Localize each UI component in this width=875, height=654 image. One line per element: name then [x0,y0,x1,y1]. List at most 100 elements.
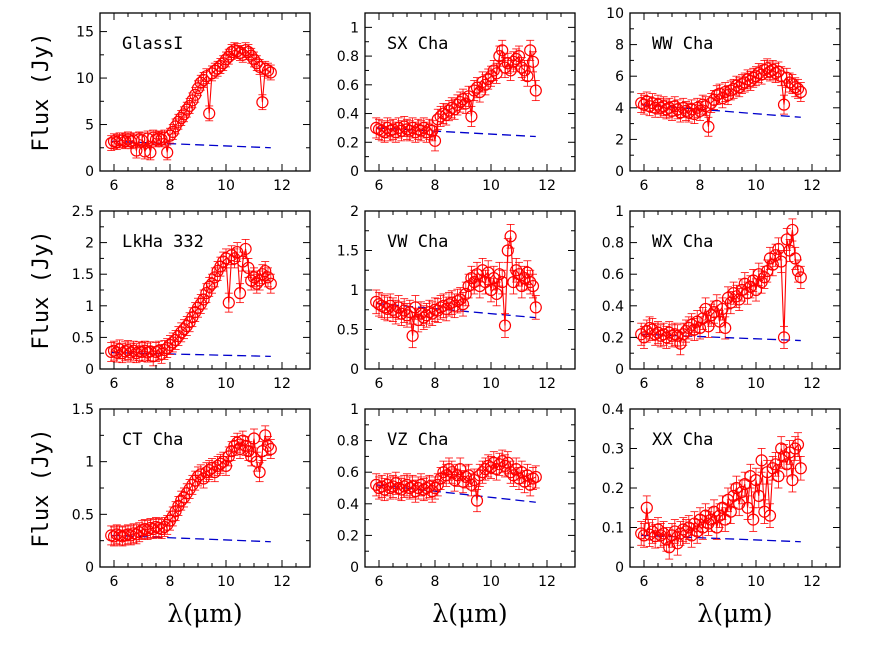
x-tick-label: 12 [803,178,821,194]
y-tick-label: 0.4 [602,402,624,418]
x-tick-label: 8 [166,178,175,194]
y-tick-label: 0.6 [337,465,359,481]
panel-7: 6 8 10 12 0 0.5 1 1.5 CT Cha Flux (Jy) λ(μm) [29,402,311,628]
y-tick-label: 0 [615,560,624,576]
data-point [175,111,188,125]
y-tick-label: 0.5 [72,507,94,523]
y-tick-label: 0 [615,362,624,378]
continuum-line [111,351,271,358]
x-axis-label: λ(μm) [432,599,507,628]
y-tick-label: 0.5 [337,323,359,339]
data-point [250,57,263,70]
data-point [524,276,537,289]
panel-8: 6 8 10 12 0 0.2 0.4 0.6 0.8 1 VZ Cha λ(μm) [337,402,576,628]
y-tick-label: 0.8 [602,236,624,252]
panel-label: GlassI [122,34,183,54]
data-line [640,443,802,550]
data-point [222,296,235,309]
y-tick-label: 0.2 [337,528,359,544]
x-tick-label: 10 [482,574,500,590]
panel-marks [635,218,807,356]
x-tick-label: 6 [375,574,384,590]
y-tick-label: 0 [350,560,359,576]
y-tick-label: 2 [85,236,94,252]
data-point [524,44,537,57]
data-point [183,99,196,113]
data-point [498,319,512,332]
data-point [777,98,791,111]
data-point [487,64,500,77]
panel-marks [635,58,807,137]
x-tick-label: 10 [747,376,765,392]
data-point [253,466,266,479]
data-point [529,84,542,97]
y-tick-label: 0 [85,560,94,576]
continuum-line [111,140,271,149]
y-tick-label: 5 [85,118,94,134]
data-line [111,435,272,538]
data-point [758,271,771,284]
panel-label: VW Cha [387,232,448,252]
panel-5: 6 8 10 12 0 0.5 1 1.5 2 VW Cha [337,204,576,392]
panel-4: 6 8 10 12 0 0.5 1 1.5 2 2.5 LkHa 332 Flux (Jy) [29,204,311,392]
y-tick-label: 1.5 [72,267,94,283]
y-tick-label: 2.5 [72,204,94,220]
data-point [640,501,653,514]
data-point [180,103,193,116]
x-tick-label: 8 [696,178,705,194]
data-point [264,442,277,456]
continuum-line [376,302,536,319]
y-tick-label: 0.5 [72,330,94,346]
data-point [261,271,275,284]
data-point [724,505,737,518]
data-point [431,478,444,491]
x-tick-label: 6 [375,376,384,392]
y-tick-label: 1.5 [337,244,359,260]
x-tick-label: 10 [747,178,765,194]
axes-frame [364,12,576,172]
y-tick-label: 0.6 [337,78,359,94]
data-point [490,67,503,80]
y-tick-label: 1 [85,455,94,471]
data-point [786,223,799,237]
x-axis-label: λ(μm) [167,599,242,628]
x-tick-label: 12 [538,574,556,590]
continuum-line [641,534,801,543]
data-point [521,266,534,279]
panel-2: 6 8 10 12 0 0.2 0.4 0.6 0.8 1 SX Cha [337,12,576,194]
panel-label: WW Cha [652,34,713,54]
data-point [197,293,210,306]
data-point [261,439,275,452]
x-tick-label: 6 [640,178,649,194]
x-tick-label: 12 [803,376,821,392]
y-tick-label: 0.4 [337,107,359,123]
x-tick-label: 12 [273,376,291,392]
x-tick-label: 8 [696,376,705,392]
data-point [161,146,174,159]
data-point [256,96,269,109]
y-tick-label: 0.6 [602,267,624,283]
continuum-line [641,103,801,118]
data-point [504,64,517,77]
data-point [702,120,715,133]
x-tick-label: 12 [538,376,556,392]
continuum-line [111,534,271,543]
data-point [205,277,219,290]
y-tick-label: 0 [85,164,94,180]
x-tick-label: 6 [375,178,384,194]
y-tick-label: 1 [350,20,359,36]
y-tick-label: 1 [350,283,359,299]
data-point [239,242,252,256]
x-tick-label: 12 [538,178,556,194]
data-point [526,55,540,68]
x-tick-label: 8 [166,574,175,590]
data-point [144,146,157,159]
x-tick-label: 8 [431,574,440,590]
data-point [526,472,540,485]
panel-label: VZ Cha [387,430,448,450]
data-point [459,97,472,110]
y-tick-label: 0 [350,362,359,378]
x-axis-label: λ(μm) [697,599,772,628]
y-tick-label: 0.2 [337,135,359,151]
